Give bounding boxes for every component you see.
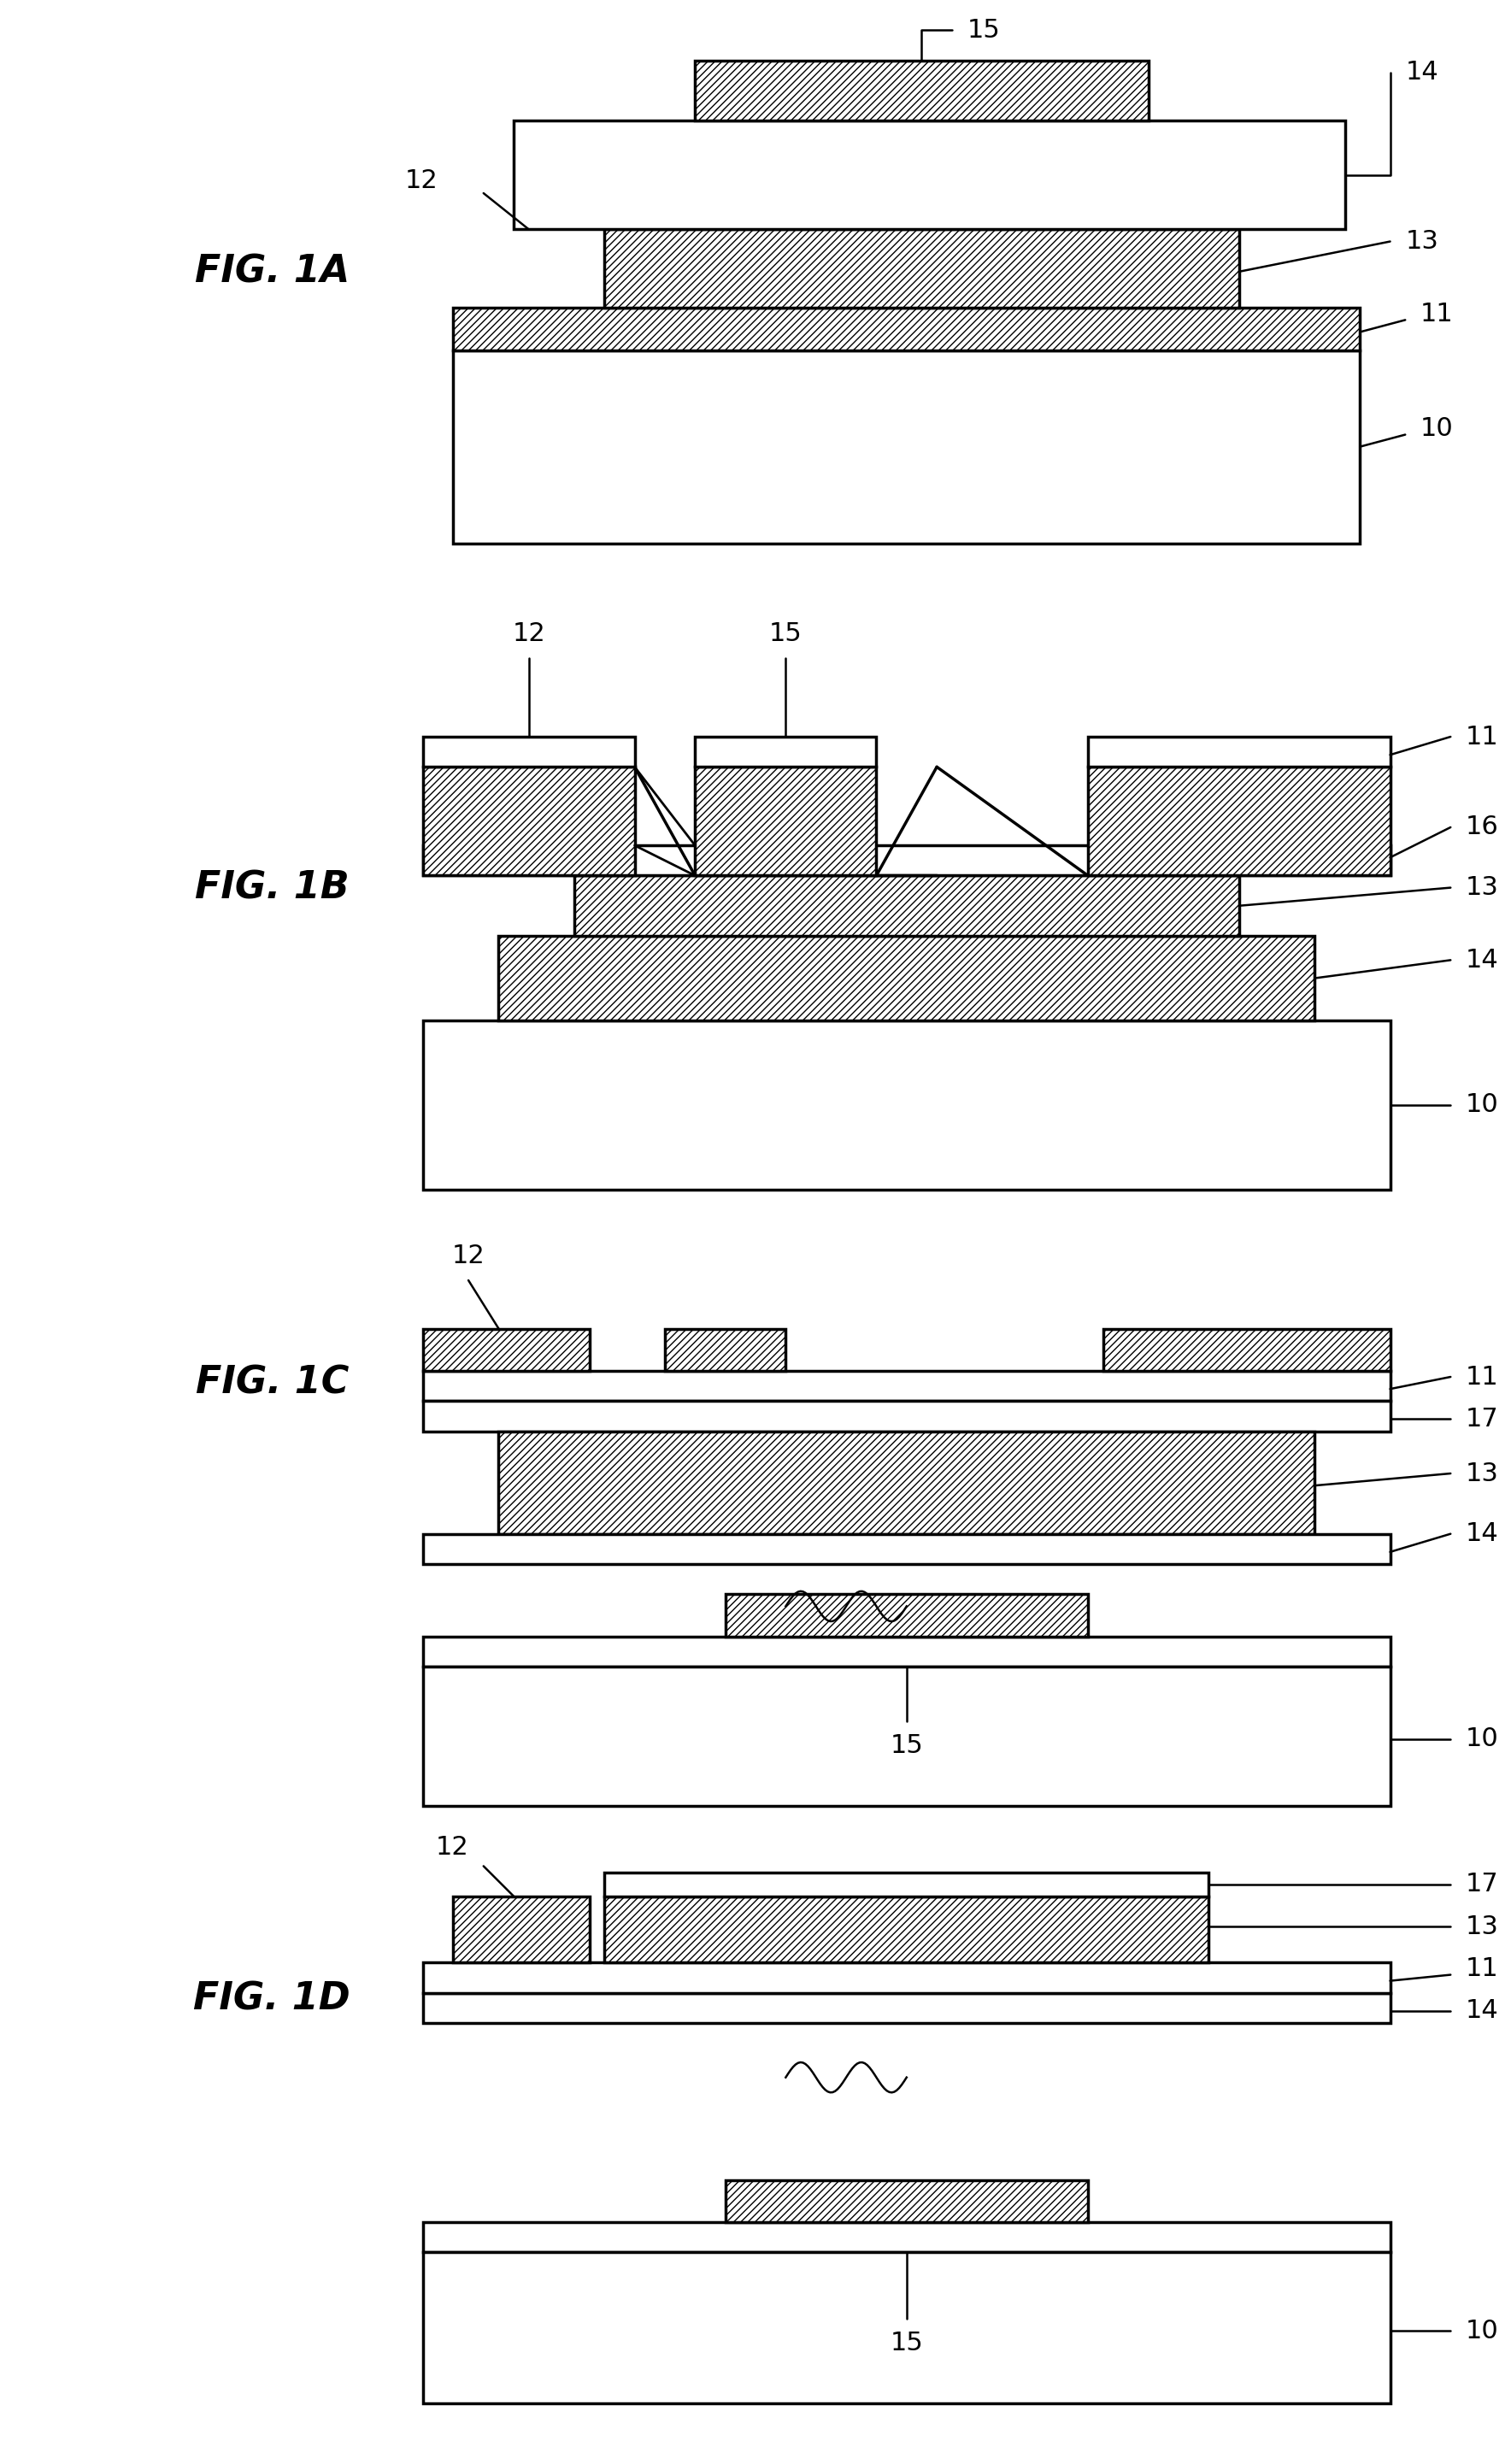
- Bar: [695, 59, 1148, 121]
- Text: 13: 13: [1405, 229, 1438, 254]
- Text: 15: 15: [769, 621, 802, 646]
- Text: 10: 10: [1420, 416, 1454, 441]
- Text: 12: 12: [452, 1244, 485, 1269]
- Bar: [695, 766, 876, 875]
- Bar: [574, 875, 1239, 936]
- Bar: [423, 1370, 1390, 1402]
- Bar: [423, 2223, 1390, 2252]
- Text: FIG. 1C: FIG. 1C: [195, 1365, 349, 1402]
- Bar: [604, 1897, 1209, 1964]
- Text: 14: 14: [1466, 949, 1499, 973]
- Text: FIG. 1D: FIG. 1D: [193, 1981, 351, 2018]
- Text: 12: 12: [435, 1836, 468, 1860]
- Bar: [695, 737, 876, 766]
- Bar: [423, 2252, 1390, 2402]
- Text: 15: 15: [890, 1732, 923, 1757]
- Text: 11: 11: [1466, 724, 1499, 749]
- Text: FIG. 1B: FIG. 1B: [195, 870, 349, 907]
- Bar: [423, 1993, 1390, 2023]
- Text: 14: 14: [1466, 1520, 1499, 1547]
- Bar: [604, 229, 1239, 308]
- Bar: [453, 350, 1360, 545]
- Bar: [1103, 1328, 1390, 1370]
- Text: 11: 11: [1466, 1365, 1499, 1390]
- Bar: [423, 845, 1390, 875]
- Bar: [499, 1432, 1315, 1533]
- Text: 17: 17: [1466, 1407, 1499, 1432]
- Bar: [423, 1402, 1390, 1432]
- Bar: [604, 1873, 1209, 1897]
- Bar: [423, 1020, 1390, 1190]
- Text: 12: 12: [512, 621, 545, 646]
- Text: 13: 13: [1466, 875, 1499, 899]
- Text: FIG. 1A: FIG. 1A: [195, 254, 349, 291]
- Bar: [453, 308, 1360, 350]
- Bar: [423, 737, 635, 766]
- Text: 14: 14: [1466, 1998, 1499, 2023]
- Bar: [499, 936, 1315, 1020]
- Bar: [423, 1666, 1390, 1806]
- Bar: [423, 766, 635, 875]
- Bar: [423, 1533, 1390, 1565]
- Bar: [423, 1964, 1390, 1993]
- Text: 11: 11: [1420, 301, 1454, 325]
- Text: 16: 16: [1466, 816, 1499, 840]
- Text: 13: 13: [1466, 1461, 1499, 1486]
- Text: 12: 12: [405, 168, 438, 195]
- Bar: [725, 2181, 1088, 2223]
- Text: 15: 15: [890, 2331, 923, 2356]
- Bar: [1088, 766, 1390, 875]
- Text: 15: 15: [967, 17, 1000, 42]
- Text: 10: 10: [1466, 2319, 1499, 2343]
- Bar: [423, 1328, 589, 1370]
- Text: 17: 17: [1466, 1873, 1499, 1897]
- Text: 11: 11: [1466, 1956, 1499, 1981]
- Bar: [1088, 737, 1390, 766]
- Bar: [453, 1897, 589, 1964]
- Text: 13: 13: [1466, 1915, 1499, 1939]
- Bar: [725, 1594, 1088, 1636]
- Text: 10: 10: [1466, 1092, 1499, 1116]
- Bar: [665, 1328, 786, 1370]
- Bar: [423, 1636, 1390, 1666]
- Bar: [514, 121, 1345, 229]
- Text: 14: 14: [1405, 59, 1438, 84]
- Text: 10: 10: [1466, 1727, 1499, 1752]
